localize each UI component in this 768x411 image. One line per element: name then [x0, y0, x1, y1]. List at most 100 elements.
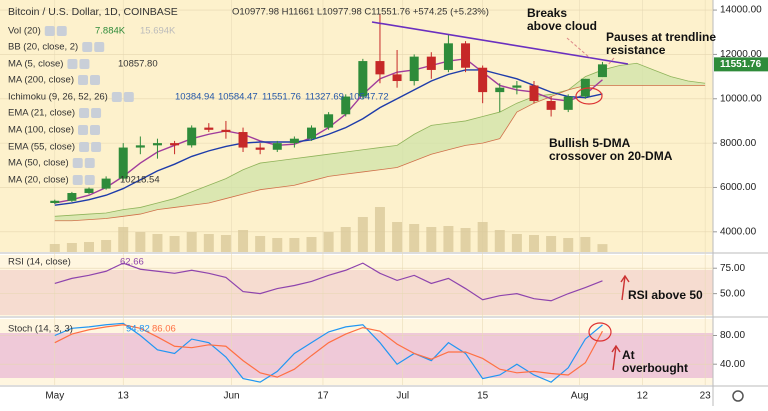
volume-bar — [255, 236, 266, 252]
ohlc-readout: O10977.98 H11661 L10977.98 C11551.76 +57… — [232, 7, 489, 18]
stoch-band — [0, 333, 713, 378]
chart-title: Bitcoin / U.S. Dollar, 1D, COINBASE — [8, 6, 178, 18]
volume-bar — [101, 240, 112, 252]
candle-body — [187, 127, 197, 146]
volume-bar — [66, 243, 77, 252]
y-tick-label: 80.00 — [720, 330, 745, 341]
indicator-icon[interactable] — [91, 108, 102, 118]
price-tag — [714, 57, 768, 72]
volume-bar — [477, 222, 488, 252]
candle-body — [495, 87, 505, 93]
indicator-icon[interactable] — [123, 92, 134, 102]
volume-bar — [272, 238, 283, 252]
volume-bar — [220, 235, 231, 252]
indicator-icon[interactable] — [44, 26, 55, 36]
highlight-circle — [588, 322, 612, 342]
volume-bar — [306, 237, 317, 252]
indicator-name: Ichimoku (9, 26, 52, 26) — [8, 92, 108, 103]
candle-body — [118, 147, 128, 179]
candle-body — [255, 147, 265, 150]
main-pane — [0, 0, 713, 252]
indicator-icon[interactable] — [84, 158, 95, 168]
y-tick-label: 50.00 — [720, 288, 745, 299]
indicator-value: 11327.69 — [305, 92, 344, 103]
indicator-icon[interactable] — [78, 125, 88, 135]
indicator-icon[interactable] — [90, 125, 100, 135]
annotation: crossover on 20-DMA — [549, 149, 673, 163]
volume-bar — [460, 228, 471, 252]
indicator-value: 7.884K — [95, 26, 126, 37]
y-tick-label: 6000.00 — [720, 182, 757, 193]
volume-bar — [152, 234, 163, 252]
volume-bar — [84, 242, 94, 252]
candle-body — [324, 114, 334, 128]
y-tick-label: 40.00 — [720, 359, 745, 370]
indicator-value: 10384.94 — [175, 92, 215, 103]
indicator-icon[interactable] — [72, 175, 83, 185]
indicator-name: EMA (55, close) — [8, 142, 75, 153]
indicator-value: 10218.54 — [120, 175, 160, 186]
rsi-value: 62.66 — [120, 257, 144, 268]
volume-bar — [597, 244, 608, 252]
indicator-name: Vol (20) — [8, 26, 41, 37]
indicator-icon[interactable] — [111, 92, 122, 102]
candle-body — [289, 138, 299, 144]
indicator-icon[interactable] — [94, 42, 105, 52]
candle-body — [443, 43, 453, 70]
indicator-icon[interactable] — [56, 26, 67, 36]
stoch-value: 94.82 — [126, 324, 150, 335]
annotation: above cloud — [527, 19, 597, 33]
annotation: RSI above 50 — [628, 288, 703, 302]
annotation: overbought — [622, 361, 688, 375]
volume-bar — [409, 224, 420, 252]
indicator-icon[interactable] — [67, 59, 78, 69]
indicator-icon[interactable] — [82, 42, 93, 52]
stoch-name: Stoch (14, 3, 3) — [8, 324, 73, 335]
x-tick-label: 17 — [317, 391, 329, 402]
indicator-icon[interactable] — [79, 59, 90, 69]
highlight-circle — [575, 87, 603, 105]
indicator-icon[interactable] — [79, 142, 90, 152]
indicator-value: 15.694K — [140, 26, 176, 37]
settings-icon[interactable] — [732, 390, 744, 402]
indicator-icon[interactable] — [79, 108, 90, 118]
cloud-fill — [54, 63, 706, 221]
volume-bar — [135, 232, 146, 252]
annotation-arrow-head — [611, 344, 621, 353]
candle-body — [426, 56, 436, 70]
candle-body — [84, 188, 94, 194]
volume-bar — [118, 227, 129, 252]
candle-body — [409, 56, 419, 82]
indicator-icon[interactable] — [72, 158, 83, 168]
annotation: At — [622, 348, 635, 362]
candle-body — [67, 193, 77, 201]
indicator-icon[interactable] — [78, 75, 88, 85]
volume-bar — [511, 234, 522, 252]
candle-body — [221, 129, 231, 133]
annotation: Bullish 5-DMA — [549, 136, 631, 150]
indicator-icon[interactable] — [91, 142, 102, 152]
volume-bar — [392, 222, 403, 252]
indicator-name: MA (20, close) — [8, 175, 69, 186]
cloud-span-a — [54, 62, 706, 217]
x-tick-label: 13 — [118, 391, 130, 402]
indicator-name: MA (5, close) — [8, 59, 63, 70]
candle-body — [512, 85, 522, 88]
volume-bar — [374, 207, 385, 252]
candle-body — [529, 85, 539, 101]
candle-body — [341, 96, 351, 115]
y-tick-label: 14000.00 — [720, 5, 762, 16]
rsi-line — [54, 262, 603, 302]
x-tick-label: Aug — [571, 391, 589, 402]
indicator-icon[interactable] — [90, 75, 100, 85]
indicator-icon[interactable] — [84, 175, 95, 185]
volume-bar — [426, 227, 437, 252]
annotation-arrow — [612, 345, 617, 371]
annotation-arrow-head — [620, 274, 630, 283]
volume-bar — [580, 237, 591, 252]
candle-body — [563, 96, 573, 110]
candle-body — [170, 143, 180, 146]
volume-bar — [289, 238, 300, 252]
candle-body — [50, 200, 60, 203]
y-tick-label: 8000.00 — [720, 138, 757, 149]
